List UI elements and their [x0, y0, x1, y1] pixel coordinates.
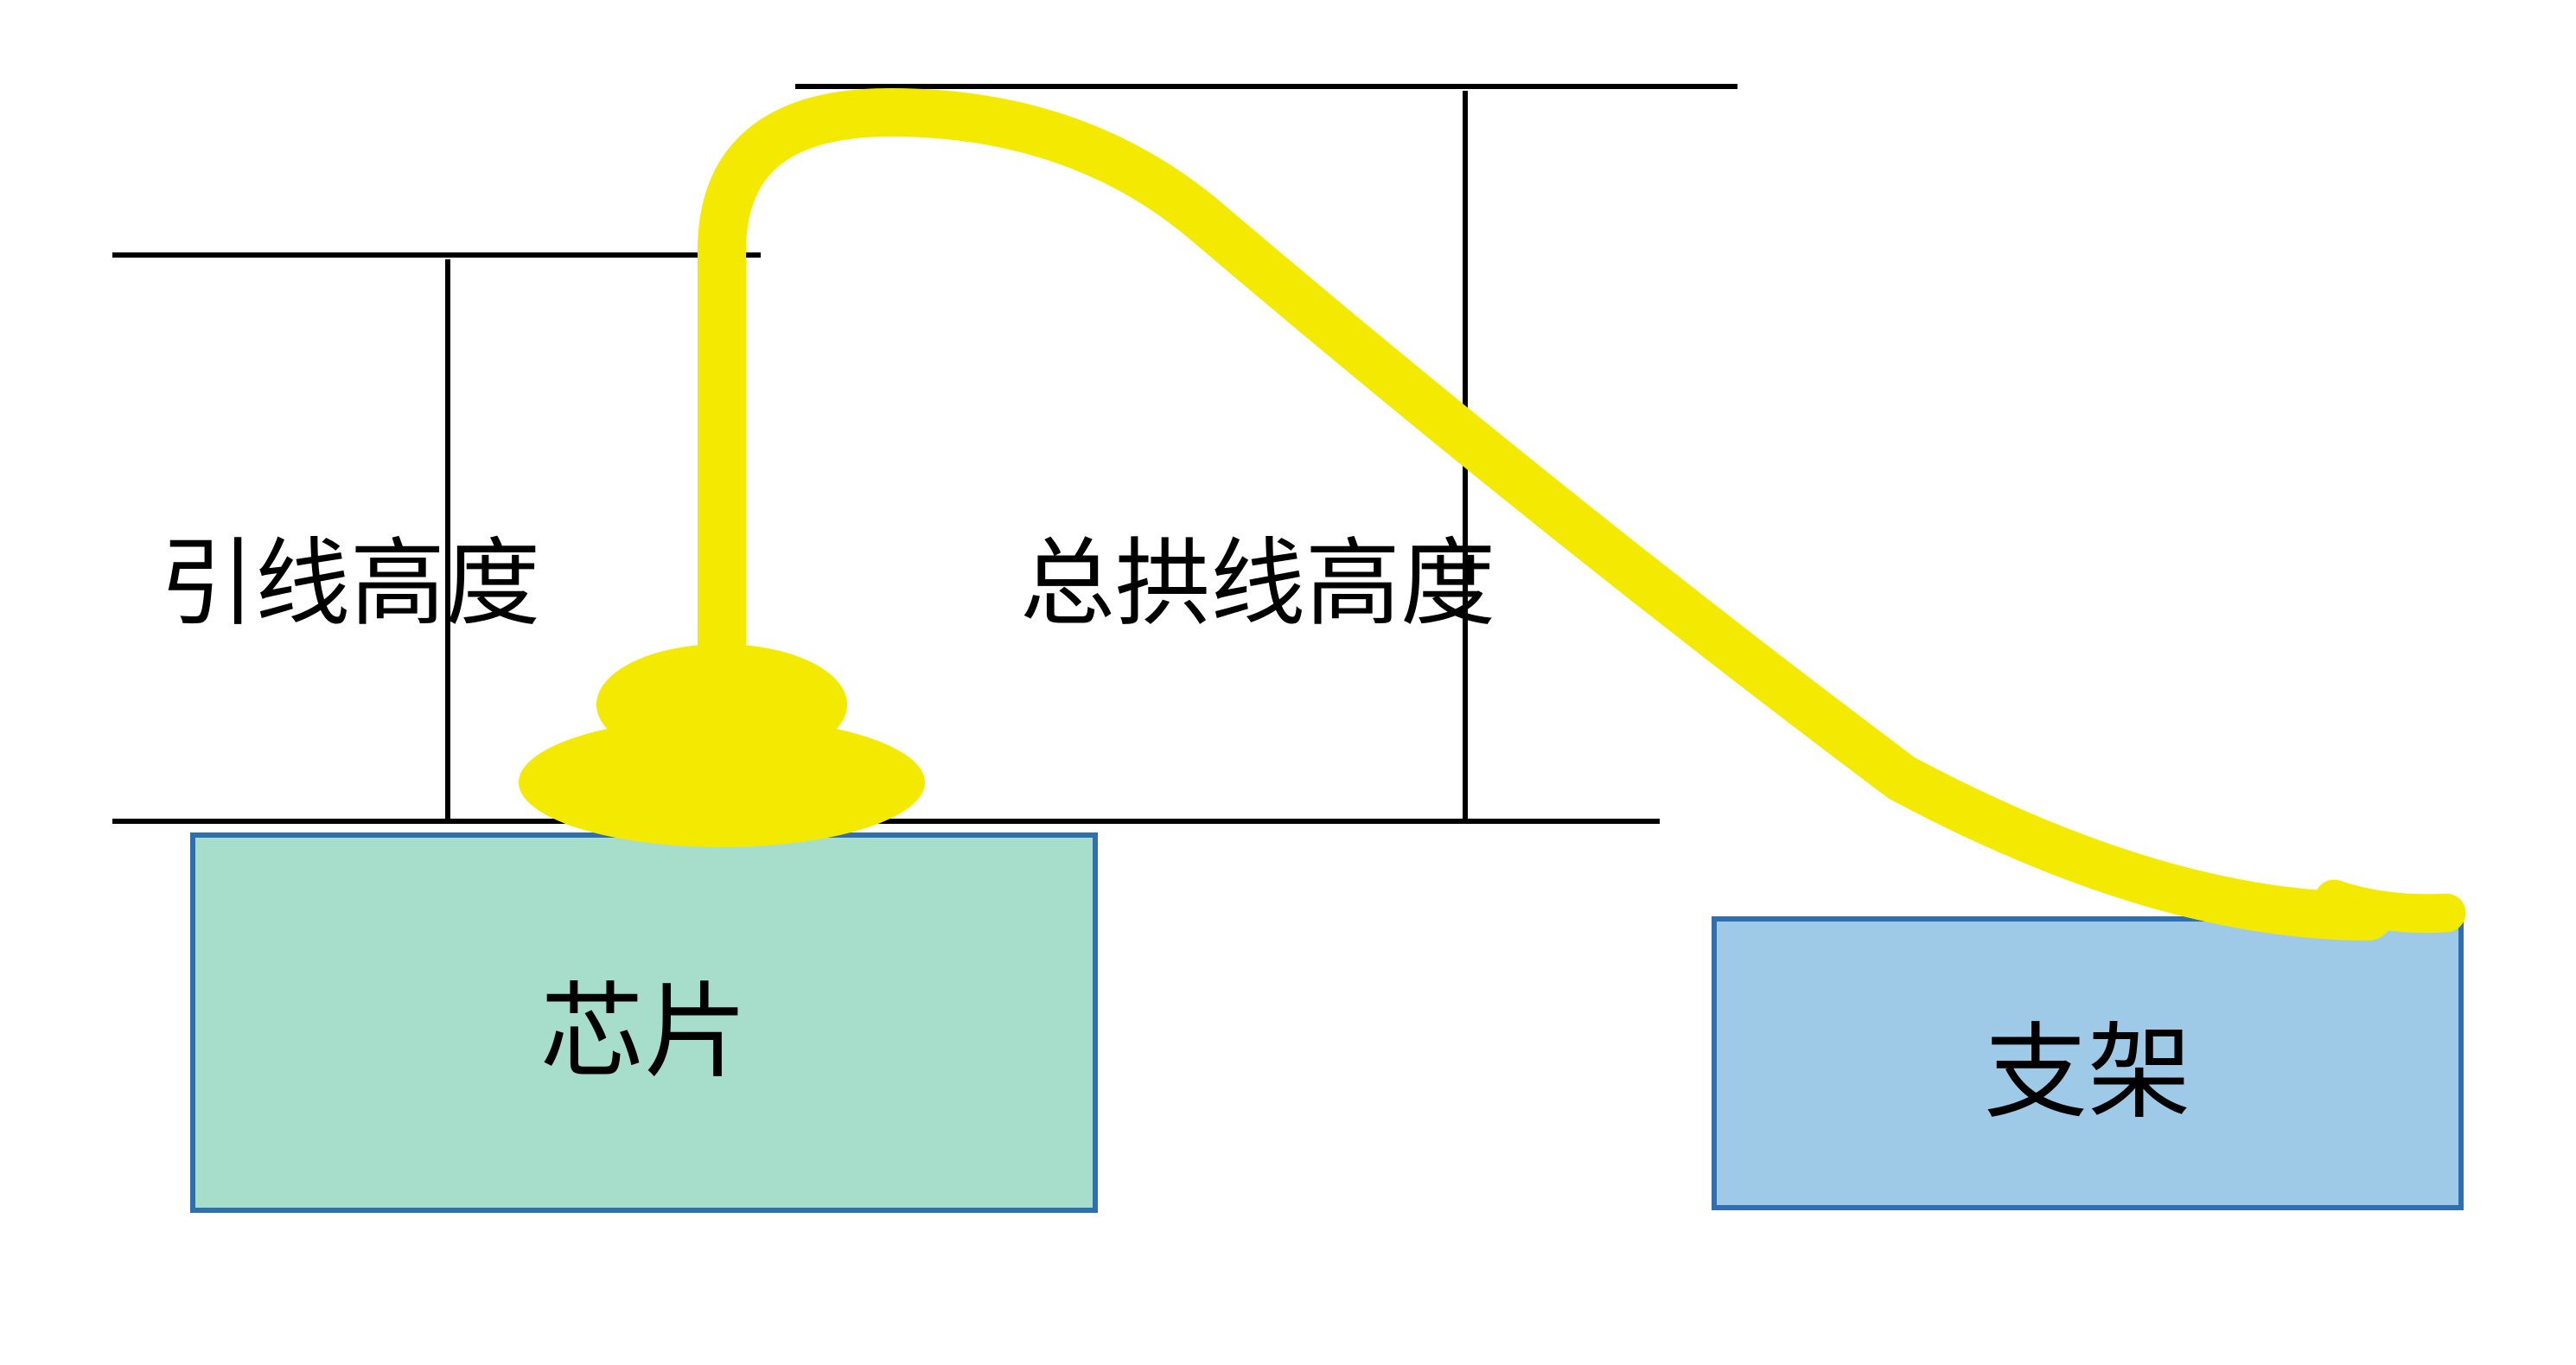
total-arch-height-label: 总拱线高度 — [1020, 506, 1495, 644]
bracket-label: 支架 — [1984, 988, 2191, 1139]
bracket-box: 支架 — [1712, 916, 2464, 1210]
lead-height-label: 引线高度 — [160, 506, 540, 644]
ball-bond-top — [596, 644, 847, 765]
bond-wire-tail — [2334, 899, 2446, 914]
chip-label: 芯片 — [540, 947, 748, 1098]
ball-bond-bottom — [519, 718, 925, 847]
wirebond-diagram: 芯片 支架 引线高度 总拱线高度 — [0, 0, 2576, 1365]
bond-wire — [722, 112, 2369, 916]
chip-box: 芯片 — [190, 832, 1098, 1213]
